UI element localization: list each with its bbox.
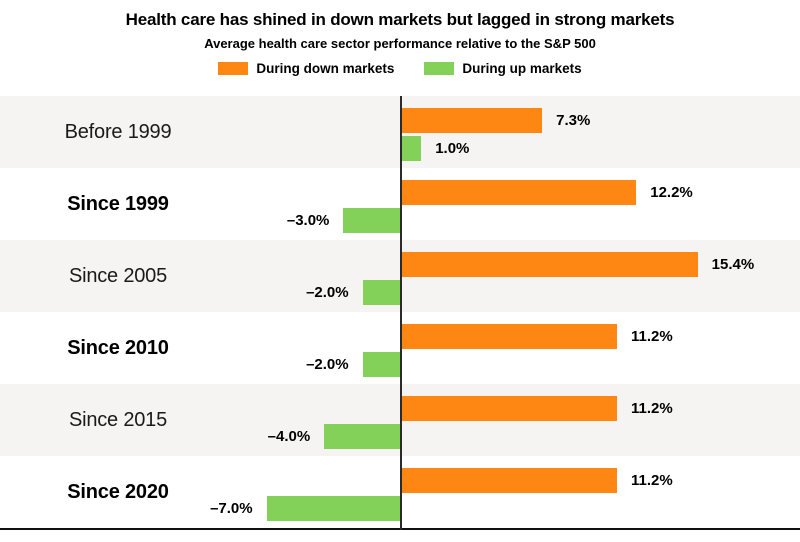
- bar-up-markets: [362, 280, 401, 305]
- bar-value-label: 15.4%: [711, 256, 755, 273]
- category-label: Since 1999: [67, 192, 169, 215]
- bar-down-markets: [402, 252, 698, 277]
- bar-value-label: 7.3%: [556, 112, 591, 129]
- chart-row-since-2010: Since 2010 11.2% –2.0%: [0, 312, 800, 384]
- legend-item-down-markets: During down markets: [218, 61, 394, 76]
- chart-header: Health care has shined in down markets b…: [0, 0, 800, 96]
- legend-label-down: During down markets: [256, 61, 394, 76]
- legend-text: During: [256, 61, 304, 76]
- bar-up-markets: [362, 352, 401, 377]
- bar-up-markets: [266, 496, 401, 521]
- legend-text: markets: [338, 61, 395, 76]
- bar-value-label: 11.2%: [631, 400, 673, 417]
- bar-down-markets: [402, 108, 543, 133]
- legend-item-up-markets: During up markets: [424, 61, 582, 76]
- legend-text: markets: [526, 61, 582, 76]
- bar-down-markets: [402, 468, 618, 493]
- bar-value-label: –7.0%: [210, 500, 253, 517]
- bar-value-label: 1.0%: [435, 140, 470, 157]
- bar-chart: Before 1999 7.3% 1.0% Since 1999 12.2% –…: [0, 96, 800, 530]
- category-label: Since 2015: [68, 408, 168, 431]
- category-label: Before 1999: [64, 120, 172, 143]
- bar-value-label: –2.0%: [306, 284, 349, 301]
- category-label: Since 2010: [67, 336, 169, 359]
- down-markets-swatch: [218, 62, 249, 75]
- bar-up-markets: [402, 136, 422, 161]
- bar-value-label: –4.0%: [267, 428, 311, 445]
- legend: During down markets During up markets: [0, 61, 800, 76]
- bar-value-label: 11.2%: [631, 472, 673, 489]
- category-label: Since 2020: [67, 480, 169, 503]
- legend-keyword: up: [509, 61, 527, 76]
- bar-value-label: 12.2%: [650, 184, 693, 201]
- legend-keyword: down: [303, 61, 339, 76]
- chart-title: Health care has shined in down markets b…: [125, 10, 675, 29]
- chart-row-since-2020: Since 2020 11.2% –7.0%: [0, 456, 800, 528]
- legend-label-up: During up markets: [462, 61, 581, 76]
- bar-value-label: –2.0%: [306, 356, 349, 373]
- bar-up-markets: [343, 208, 401, 233]
- bar-up-markets: [324, 424, 401, 449]
- zero-axis-line: [400, 96, 402, 530]
- bar-down-markets: [402, 180, 637, 205]
- chart-subtitle: Average health care sector performance r…: [204, 36, 596, 51]
- up-markets-swatch: [424, 62, 455, 75]
- bar-value-label: 11.2%: [631, 328, 673, 345]
- bar-down-markets: [402, 396, 618, 421]
- chart-row-since-1999: Since 1999 12.2% –3.0%: [0, 168, 800, 240]
- category-label: Since 2005: [68, 264, 168, 287]
- bar-down-markets: [402, 324, 618, 349]
- bar-value-label: –3.0%: [286, 212, 330, 229]
- legend-text: During: [462, 61, 510, 76]
